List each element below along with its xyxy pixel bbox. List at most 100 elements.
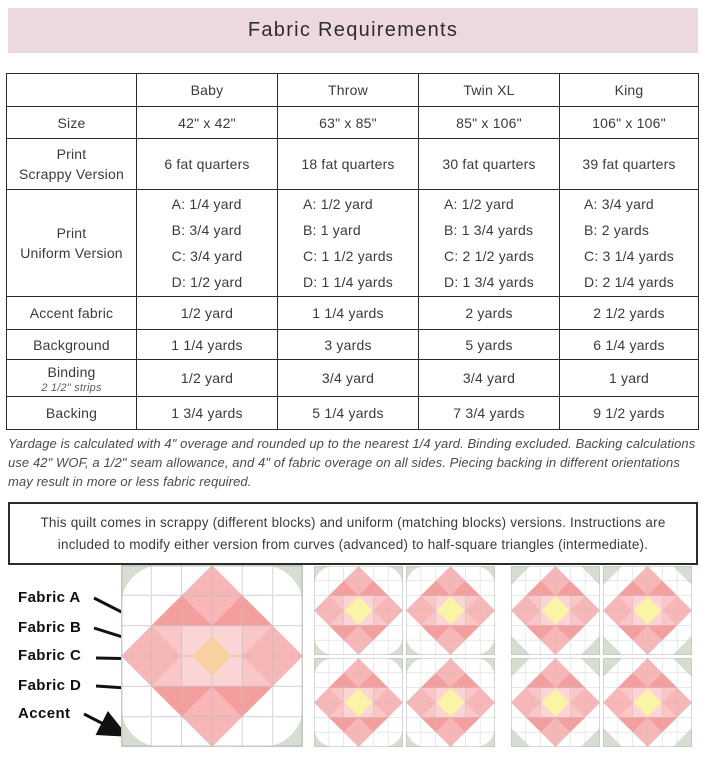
version-info-box: This quilt comes in scrappy (different b… <box>8 502 698 566</box>
quilt-block <box>121 565 303 747</box>
value-line: D: 1 1/4 yards <box>303 274 393 290</box>
table-row: Binding 2 1/2" strips 1/2 yard 3/4 yard 3/4 … <box>6 359 699 397</box>
column-header: King <box>559 73 699 107</box>
legend-label-fabric-d: Fabric D <box>18 677 82 694</box>
yardage-footnote: Yardage is calculated with 4" overage an… <box>8 436 696 489</box>
value-line: A: 1/2 yard <box>444 196 514 212</box>
row-label-line: Binding <box>47 363 96 380</box>
value-cell: 18 fat quarters <box>277 138 419 190</box>
small-quilt-block-hst <box>511 566 600 655</box>
value-cell: 2 1/2 yards <box>559 296 699 330</box>
legend-label-accent: Accent <box>18 705 71 722</box>
fabric-requirements-table: Baby Throw Twin XL King Size 42" x 42" 63" x … <box>6 73 699 430</box>
value-line: A: 3/4 yard <box>584 196 654 212</box>
value-cell: 1/2 yard <box>136 359 278 397</box>
row-label: Background <box>6 329 137 360</box>
small-quilt-block-curved <box>406 566 495 655</box>
page-title: Fabric Requirements <box>247 19 459 41</box>
legend-label-fabric-c: Fabric C <box>18 647 82 664</box>
small-quilt-block-curved <box>314 566 403 655</box>
value-cell: A: 1/2 yard B: 1 3/4 yards C: 2 1/2 yards D… <box>418 189 560 297</box>
value-cell: 42" x 42" <box>136 106 278 139</box>
quilt-block <box>314 658 403 747</box>
column-header <box>6 73 137 107</box>
value-cell: A: 1/4 yard B: 3/4 yard C: 3/4 yard D: 1/2 … <box>136 189 278 297</box>
value-cell: 106" x 106" <box>559 106 699 139</box>
value-cell: 39 fat quarters <box>559 138 699 190</box>
column-header: Throw <box>277 73 419 107</box>
value-cell: 7 3/4 yards <box>418 396 560 430</box>
value-line: B: 3/4 yard <box>171 222 242 238</box>
value-cell: 2 yards <box>418 296 560 330</box>
row-label-line: Size <box>57 114 86 131</box>
column-header: Baby <box>136 73 278 107</box>
table-head: Baby Throw Twin XL King <box>6 73 699 107</box>
table-body: Size 42" x 42" 63" x 85" 85" x 106" 106" x 1… <box>6 106 699 430</box>
row-label-line: Accent fabric <box>29 305 114 321</box>
value-cell: 5 yards <box>418 329 560 360</box>
value-cell: A: 1/2 yard B: 1 yard C: 1 1/2 yards D: 1 1… <box>277 189 419 297</box>
row-label-line: Print <box>56 146 87 162</box>
row-label-line: Scrappy Version <box>19 166 124 182</box>
table-row: Print Scrappy Version 6 fat quarters 18 fat… <box>6 138 699 190</box>
value-line: C: 3 1/4 yards <box>584 248 674 264</box>
value-line: B: 2 yards <box>584 222 650 238</box>
row-label-line: Background <box>33 336 110 353</box>
quilt-block-diagram <box>121 565 303 747</box>
row-label: Accent fabric <box>6 296 137 330</box>
fabric-legend-diagram: Fabric A Fabric B Fabric C Fabric D Accent <box>0 558 704 757</box>
value-cell: 3 yards <box>277 329 419 360</box>
legend-label-fabric-a: Fabric A <box>18 589 81 606</box>
value-line: A: 1/4 yard <box>171 196 242 212</box>
quilt-block <box>511 658 600 747</box>
header-row: Baby Throw Twin XL King <box>6 73 699 107</box>
value-cell: 30 fat quarters <box>418 138 560 190</box>
quilt-block <box>603 566 692 655</box>
value-cell: 1 1/4 yards <box>136 329 278 360</box>
value-line: C: 2 1/2 yards <box>444 248 534 264</box>
row-label: Binding 2 1/2" strips <box>6 359 137 397</box>
table-row: Size 42" x 42" 63" x 85" 85" x 106" 106" x 1… <box>6 106 699 139</box>
quilt-panel-hst <box>511 566 692 747</box>
table-row: Backing 1 3/4 yards 5 1/4 yards 7 3/4 yards… <box>6 396 699 430</box>
quilt-block <box>406 658 495 747</box>
row-label: Backing <box>6 396 137 430</box>
value-cell: 5 1/4 yards <box>277 396 419 430</box>
value-line: D: 1/2 yard <box>171 274 243 290</box>
row-label: Print Scrappy Version <box>6 138 137 190</box>
quilt-block <box>603 658 692 747</box>
value-cell: 1 yard <box>559 359 699 397</box>
quilt-panel-curved <box>314 566 495 747</box>
row-label-line: Print <box>56 225 87 241</box>
quilt-block <box>314 566 403 655</box>
value-cell: 6 1/4 yards <box>559 329 699 360</box>
value-cell: 85" x 106" <box>418 106 560 139</box>
row-label: Print Uniform Version <box>6 189 137 297</box>
value-cell: 9 1/2 yards <box>559 396 699 430</box>
legend-label-fabric-b: Fabric B <box>18 619 82 636</box>
value-cell: 6 fat quarters <box>136 138 278 190</box>
value-cell: 63" x 85" <box>277 106 419 139</box>
table-row: Print Uniform Version A: 1/4 yard B: 3/4 ya… <box>6 189 699 297</box>
row-label: Size <box>6 106 137 139</box>
table-row: Background 1 1/4 yards 3 yards 5 yards 6 1/4… <box>6 329 699 360</box>
value-cell: 1 1/4 yards <box>277 296 419 330</box>
value-cell: 3/4 yard <box>418 359 560 397</box>
value-line: A: 1/2 yard <box>303 196 373 212</box>
small-quilt-block-hst <box>511 658 600 747</box>
row-label-line: Uniform Version <box>20 245 123 261</box>
value-line: C: 3/4 yard <box>171 248 243 264</box>
column-header: Twin XL <box>418 73 560 107</box>
value-line: D: 2 1/4 yards <box>584 274 674 290</box>
value-line: B: 1 3/4 yards <box>444 222 534 238</box>
small-quilt-block-curved <box>314 658 403 747</box>
row-sublabel: 2 1/2" strips <box>41 381 102 394</box>
small-quilt-block-curved <box>406 658 495 747</box>
arrow-accent <box>83 711 129 737</box>
small-quilt-block-hst <box>603 658 692 747</box>
value-cell: 1/2 yard <box>136 296 278 330</box>
page-header: Fabric Requirements <box>8 8 698 53</box>
quilt-block <box>406 566 495 655</box>
value-cell: 3/4 yard <box>277 359 419 397</box>
